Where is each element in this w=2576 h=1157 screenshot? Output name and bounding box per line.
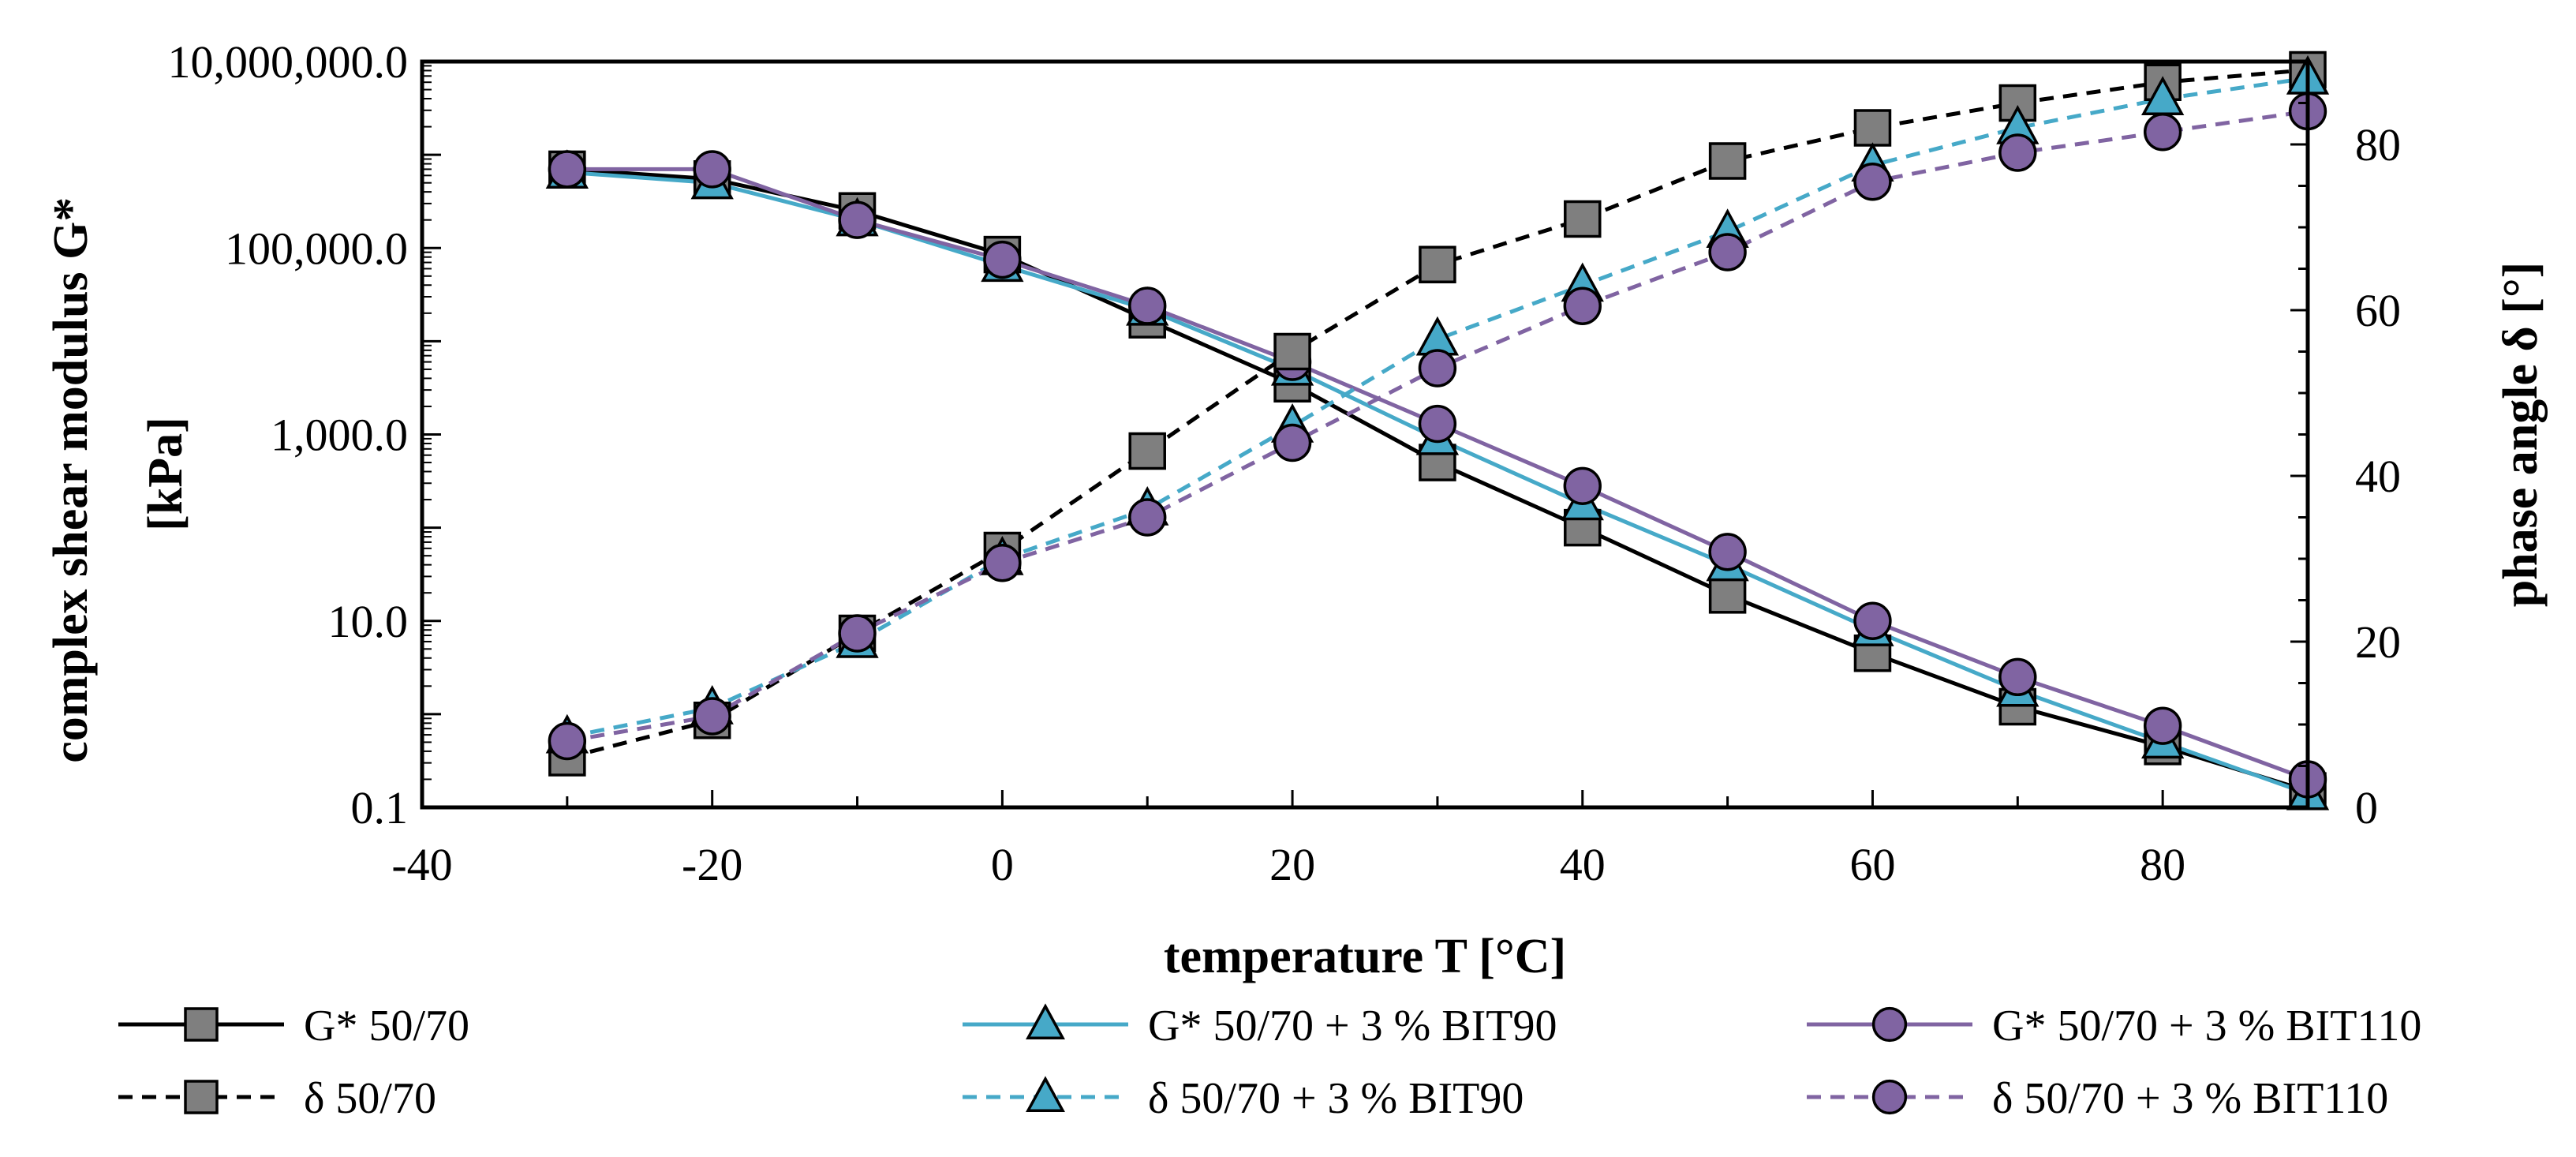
data-point (693, 697, 731, 736)
data-point (1128, 498, 1167, 537)
data-point (1708, 576, 1747, 614)
data-point (1128, 432, 1166, 470)
y2-axis-title: phase angle δ [°] (2494, 262, 2548, 608)
legend-item: δ 50/70 (118, 1074, 436, 1123)
legend-item: δ 50/70 + 3 % BIT110 (1807, 1074, 2388, 1123)
x-tick-label: 20 (1269, 839, 1315, 890)
y-tick-label: 1,000.0 (271, 410, 408, 461)
legend: G* 50/70 G* 50/70 + 3 % BIT90 G* 50/70 + 3… (118, 1002, 2421, 1123)
data-point (1708, 533, 1747, 571)
data-point (1708, 233, 1747, 271)
data-point (1563, 286, 1602, 325)
y-axis-title-line2: [kPa] (139, 417, 193, 531)
data-point (1564, 200, 1602, 238)
data-point (548, 150, 587, 189)
legend-label: G* 50/70 + 3 % BIT110 (1992, 1002, 2421, 1050)
data-point (2143, 113, 2182, 152)
y2-tick-label: 80 (2355, 119, 2401, 170)
y-axis-title: complex shear modulus G* [kPa] (44, 185, 193, 763)
data-point (1853, 109, 1892, 147)
data-point (2143, 706, 2182, 745)
x-tick-label: -40 (391, 839, 452, 890)
y-tick-label: 10.0 (328, 596, 409, 647)
data-point (1418, 349, 1457, 388)
x-axis-title: temperature T [°C] (1164, 930, 1566, 983)
legend-label: δ 50/70 (304, 1074, 436, 1123)
data-point (548, 721, 587, 761)
legend-marker (1871, 1079, 1908, 1115)
data-point (1998, 657, 2037, 697)
data-point (838, 614, 877, 653)
legend-marker (184, 1080, 219, 1114)
data-point (1708, 142, 1747, 180)
y2-tick-label: 60 (2355, 285, 2401, 336)
legend-marker (1026, 1076, 1065, 1112)
legend-item: G* 50/70 + 3 % BIT110 (1807, 1002, 2421, 1050)
data-point (1853, 163, 1892, 201)
legend-item: G* 50/70 + 3 % BIT90 (963, 1002, 1557, 1050)
y-tick-label: 10,000,000.0 (168, 36, 409, 88)
y-tick-label: 100,000.0 (225, 223, 408, 274)
y2-tick-label: 0 (2355, 782, 2378, 833)
data-point (1273, 423, 1312, 462)
x-tick-label: 80 (2140, 839, 2185, 890)
legend-item: δ 50/70 + 3 % BIT90 (963, 1074, 1524, 1123)
legend-marker (1871, 1006, 1908, 1043)
x-tick-label: -20 (682, 839, 742, 890)
legend-item: G* 50/70 (118, 1002, 469, 1050)
y-axis-title-line1: complex shear modulus G* (44, 197, 98, 763)
data-point (983, 240, 1022, 279)
x-tick-label: 40 (1560, 839, 1606, 890)
data-point (838, 200, 877, 239)
legend-marker (184, 1007, 219, 1042)
data-point (1853, 601, 1892, 640)
x-tick-label: 0 (991, 839, 1014, 890)
data-point (1128, 286, 1167, 325)
data-point (983, 544, 1022, 582)
axis-layer: -40 -20 0 20 40 60 80 0.1 10.0 1,000.0 100,000.0 10… (168, 36, 2402, 890)
legend-label: δ 50/70 + 3 % BIT90 (1148, 1074, 1524, 1123)
data-point (1418, 404, 1457, 444)
legend-marker (1026, 1003, 1065, 1039)
data-point (1419, 245, 1456, 283)
y2-tick-label: 20 (2355, 616, 2401, 668)
data-point (1415, 316, 1460, 356)
data-point (1563, 466, 1602, 505)
series-6-markers (548, 92, 2327, 761)
x-tick-label: 60 (1849, 839, 1895, 890)
legend-label: δ 50/70 + 3 % BIT110 (1992, 1074, 2388, 1123)
legend-label: G* 50/70 (304, 1002, 469, 1050)
legend-label: G* 50/70 + 3 % BIT90 (1148, 1002, 1557, 1050)
data-point (1273, 332, 1311, 371)
y-tick-label: 0.1 (351, 782, 409, 833)
data-point (693, 150, 731, 189)
series-layer (545, 51, 2330, 811)
y2-tick-label: 40 (2355, 451, 2401, 502)
data-point (1998, 133, 2037, 172)
